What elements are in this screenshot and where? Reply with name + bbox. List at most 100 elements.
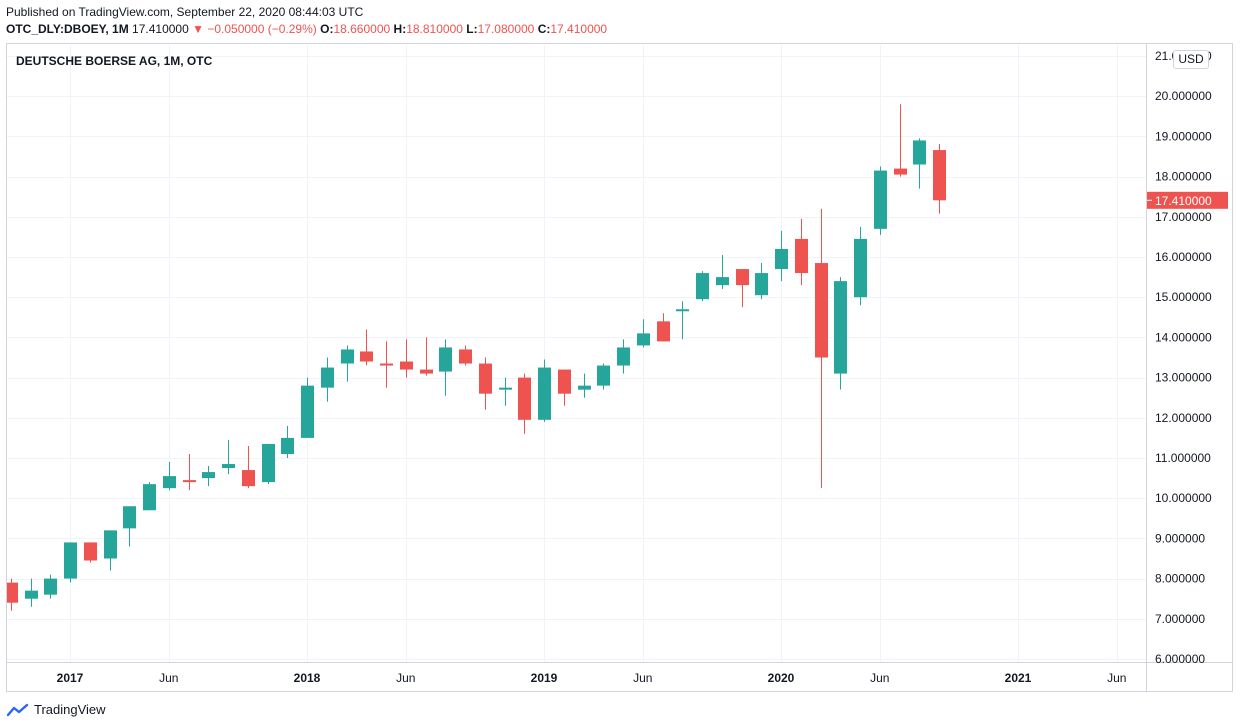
- candle-body: [301, 385, 314, 438]
- candle-body: [459, 349, 472, 364]
- candle-body: [834, 281, 847, 374]
- candle-body: [499, 387, 512, 390]
- high-label: H:: [393, 22, 407, 36]
- y-tick-label: 19.000000: [1155, 129, 1212, 143]
- last-price-box: [1147, 191, 1228, 209]
- candle-body: [578, 385, 591, 390]
- x-tick-label: Jun: [1107, 671, 1126, 685]
- price-axis[interactable]: 6.000000 7.000000 8.000000 9.000000 10.00000…: [1155, 49, 1212, 666]
- candle-body: [341, 349, 354, 364]
- symbol-name[interactable]: OTC_DLY:DBOEY,: [6, 22, 109, 36]
- x-tick-label: Jun: [396, 671, 415, 685]
- candle-body: [775, 248, 788, 270]
- x-tick-label: 2017: [57, 671, 84, 685]
- candle-body: [44, 578, 57, 595]
- candle-body: [222, 464, 235, 469]
- x-tick-label: 2020: [768, 671, 795, 685]
- candle-body: [894, 168, 907, 175]
- price-change: ▼ −0.050000 (−0.29%): [192, 22, 317, 36]
- candle-body: [637, 333, 650, 346]
- open-label: O:: [320, 22, 334, 36]
- time-axis[interactable]: 2017 Jun 2018 Jun 2019 Jun 2020 Jun 2021 Jun: [57, 671, 1127, 685]
- x-tick-label: 2018: [294, 671, 321, 685]
- ohlc-legend: OTC_DLY:DBOEY, 1M 17.410000 ▼ −0.050000 …: [6, 22, 607, 36]
- candle-body: [123, 506, 136, 529]
- x-tick-label: Jun: [633, 671, 652, 685]
- candle-body: [736, 269, 749, 286]
- candles: [7, 104, 946, 611]
- y-tick-label: 10.000000: [1155, 491, 1212, 505]
- candle-body: [242, 470, 255, 487]
- x-tick-label: 2019: [531, 671, 558, 685]
- candle-body: [84, 542, 97, 561]
- last-price-label: 17.410000: [1155, 194, 1212, 208]
- chart-frame: [6, 43, 1233, 692]
- y-tick-label: 14.000000: [1155, 330, 1212, 344]
- candle-body: [262, 443, 275, 483]
- candle-body: [933, 150, 946, 201]
- brand-name: TradingView: [34, 702, 106, 717]
- candle-body: [439, 347, 452, 372]
- close-label: C:: [537, 22, 551, 36]
- candle-body: [854, 238, 867, 298]
- candle-body: [281, 437, 294, 454]
- y-tick-label: 18.000000: [1155, 170, 1212, 184]
- y-tick-label: 20.000000: [1155, 89, 1212, 103]
- candle-body: [696, 273, 709, 300]
- y-tick-label: 17.000000: [1155, 210, 1212, 224]
- candle-body: [202, 472, 215, 479]
- candle-body: [25, 590, 38, 599]
- x-tick-label: 2021: [1005, 671, 1032, 685]
- x-tick-label: Jun: [870, 671, 889, 685]
- tradingview-logo-icon: [6, 703, 29, 716]
- candle-body: [617, 347, 630, 366]
- candle-body: [380, 363, 393, 366]
- candle-body: [795, 238, 808, 274]
- y-tick-label: 7.000000: [1155, 612, 1205, 626]
- grid: [7, 45, 1146, 662]
- currency-badge[interactable]: USD: [1173, 50, 1209, 69]
- candle-body: [7, 582, 18, 603]
- candle-body: [538, 367, 551, 420]
- candle-body: [104, 530, 117, 559]
- close-value: 17.410000: [550, 22, 608, 36]
- candle-body: [321, 367, 334, 388]
- high-value: 18.810000: [406, 22, 463, 36]
- candle-body: [143, 484, 156, 511]
- candle-body: [597, 365, 610, 386]
- candle-body: [400, 361, 413, 370]
- y-tick-label: 8.000000: [1155, 572, 1205, 586]
- candle-body: [913, 140, 926, 165]
- candle-body: [874, 170, 887, 229]
- y-tick-label: 13.000000: [1155, 371, 1212, 385]
- last-price-marker: 17.410000: [1147, 191, 1228, 209]
- published-line: Published on TradingView.com, September …: [6, 5, 364, 19]
- y-tick-label: 12.000000: [1155, 411, 1212, 425]
- candle-body: [657, 321, 670, 342]
- interval-label[interactable]: 1M: [112, 22, 129, 36]
- candle-body: [518, 377, 531, 420]
- y-tick-label: 6.000000: [1155, 652, 1205, 666]
- tradingview-logo[interactable]: TradingView: [6, 702, 106, 717]
- candle-body: [755, 273, 768, 296]
- chart-title: DEUTSCHE BOERSE AG, 1M, OTC: [16, 54, 213, 68]
- low-label: L:: [466, 22, 478, 36]
- candle-body: [64, 542, 77, 579]
- y-tick-label: 15.000000: [1155, 290, 1212, 304]
- candle-body: [360, 351, 373, 362]
- candle-body: [420, 369, 433, 374]
- candle-body: [676, 309, 689, 312]
- last-price: 17.410000: [132, 22, 189, 36]
- candle-body: [183, 480, 196, 483]
- candle-body: [815, 263, 828, 358]
- candle-body: [163, 476, 176, 489]
- candle-body: [479, 363, 492, 394]
- candle-body: [558, 369, 571, 394]
- y-tick-label: 11.000000: [1155, 451, 1211, 465]
- x-tick-label: Jun: [159, 671, 178, 685]
- y-tick-label: 16.000000: [1155, 250, 1212, 264]
- y-tick-label: 9.000000: [1155, 531, 1205, 545]
- candle-body: [716, 277, 729, 286]
- low-value: 17.080000: [477, 22, 535, 36]
